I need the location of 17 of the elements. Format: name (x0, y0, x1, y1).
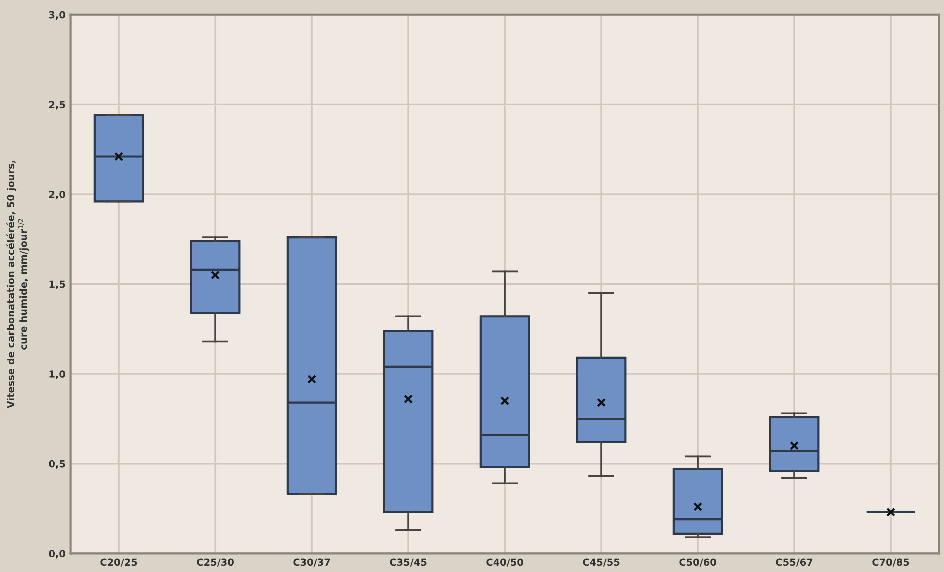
y-tick-label: 0,0 (49, 550, 66, 559)
y-axis-title: Vitesse de carbonatation accélérée, 50 jours, cure humide, mm/jour$^{1/2}$ (6, 160, 30, 409)
x-tick-label: C25/30 (197, 558, 234, 567)
x-tick-label: C45/55 (583, 558, 620, 567)
y-tick-label: 2,5 (49, 101, 66, 110)
x-tick-label: C20/25 (100, 558, 138, 567)
x-tick-label: C30/37 (294, 558, 330, 567)
x-tick-label: C70/85 (872, 558, 910, 567)
y-tick-label: 2,0 (49, 190, 66, 200)
y-tick-label: 3,0 (49, 11, 66, 20)
x-tick-label: C55/67 (776, 558, 813, 567)
y-tick-label: 1,0 (50, 370, 66, 380)
y-tick-label: 1,5 (50, 280, 66, 290)
y-tick-label: 0,5 (49, 460, 66, 469)
x-tick-label: C40/50 (486, 558, 524, 567)
x-tick-label: C35/45 (390, 558, 427, 567)
x-tick-label: C50/60 (680, 558, 716, 567)
